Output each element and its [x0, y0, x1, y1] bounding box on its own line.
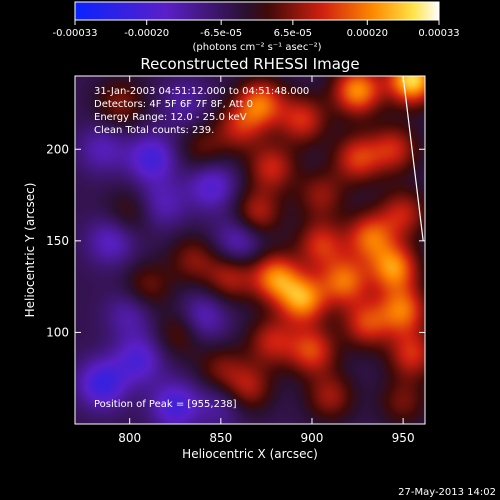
- annotation-energy-range: Energy Range: 12.0 - 25.0 keV: [94, 112, 247, 123]
- colorbar-tick-label: 6.5e-05: [274, 28, 312, 39]
- annotation-detectors: Detectors: 4F 5F 6F 7F 8F, Att 0: [94, 99, 253, 110]
- x-tick-label: 850: [209, 431, 232, 445]
- y-tick-label: 150: [46, 234, 69, 248]
- annotation-block: 31-Jan-2003 04:51:12.000 to 04:51:48.000…: [94, 86, 309, 410]
- heatmap-image: [75, 76, 425, 424]
- colorbar-tick-label: 0.00020: [347, 28, 388, 39]
- x-tick-label: 800: [118, 431, 141, 445]
- axis-ticks: 800 850 900 950 100 150 200: [46, 76, 425, 445]
- y-tick-label: 200: [46, 142, 69, 156]
- colorbar-ramp: [74, 1, 440, 21]
- annotation-peak-position: Position of Peak = [955,238]: [94, 399, 237, 410]
- colorbar-tick-label: -0.00020: [124, 28, 169, 39]
- y-tick-label: 100: [46, 325, 69, 339]
- footer-date: 27-May-2013 14:02: [398, 487, 496, 498]
- colorbar: -0.00033 -0.00020 -6.5e-05 6.5e-05 0.00020 0.…: [53, 1, 460, 53]
- annotation-time-range: 31-Jan-2003 04:51:12.000 to 04:51:48.000: [94, 86, 309, 97]
- x-axis-label: Heliocentric X (arcsec): [182, 447, 318, 461]
- colorbar-ticks: -0.00033 -0.00020 -6.5e-05 6.5e-05 0.00020 0.…: [53, 20, 460, 39]
- annotation-clean-counts: Clean Total counts: 239.: [94, 125, 214, 136]
- colorbar-tick-label: -0.00033: [53, 28, 98, 39]
- x-tick-label: 950: [392, 431, 415, 445]
- chart-title: Reconstructed RHESSI Image: [140, 55, 359, 73]
- colorbar-tick-label: 0.00033: [418, 28, 459, 39]
- plot-frame: [74, 75, 426, 425]
- y-axis-label: Heliocentric Y (arcsec): [23, 183, 37, 318]
- x-tick-label: 900: [301, 431, 324, 445]
- colorbar-unit-label: (photons cm⁻² s⁻¹ asec⁻²): [192, 42, 321, 53]
- solar-limb-line: [402, 75, 424, 241]
- colorbar-tick-label: -6.5e-05: [200, 28, 242, 39]
